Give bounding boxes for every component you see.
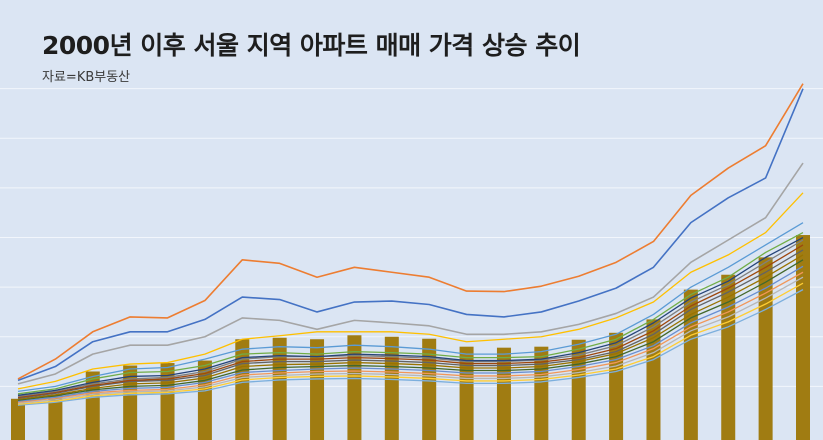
- series-line-3: [17, 162, 804, 385]
- bar-2: [48, 395, 63, 440]
- chart-source: 자료=KB부동산: [42, 70, 131, 85]
- series-line-1: [17, 83, 804, 380]
- series-line-11: [17, 254, 804, 400]
- series-line-2: [17, 88, 804, 382]
- bar-21: [758, 257, 773, 440]
- bar-12: [422, 338, 437, 440]
- series-line-10: [17, 249, 804, 399]
- series-line-15: [17, 276, 804, 404]
- line-series: [17, 83, 804, 406]
- bar-22: [796, 235, 810, 440]
- bar-8: [272, 337, 287, 440]
- series-line-9: [17, 244, 804, 398]
- bar-15: [534, 346, 549, 440]
- series-line-14: [17, 271, 804, 403]
- series-line-17: [17, 289, 804, 406]
- bar-20: [721, 274, 736, 440]
- series-line-7: [17, 236, 804, 396]
- series-line-6: [17, 231, 804, 395]
- series-line-5: [17, 222, 804, 392]
- gridlines: [0, 88, 823, 387]
- chart-title: 2000년 이후 서울 지역 아파트 매매 가격 상승 추이: [42, 31, 581, 60]
- bar-10: [347, 335, 362, 440]
- series-line-16: [17, 282, 804, 405]
- series-line-13: [17, 265, 804, 402]
- series-line-8: [17, 239, 804, 397]
- bar-11: [384, 336, 399, 440]
- series-line-12: [17, 259, 804, 401]
- series-line-4: [17, 192, 804, 390]
- bar-1: [11, 398, 25, 440]
- bar-series: [11, 235, 810, 440]
- bar-19: [683, 289, 698, 440]
